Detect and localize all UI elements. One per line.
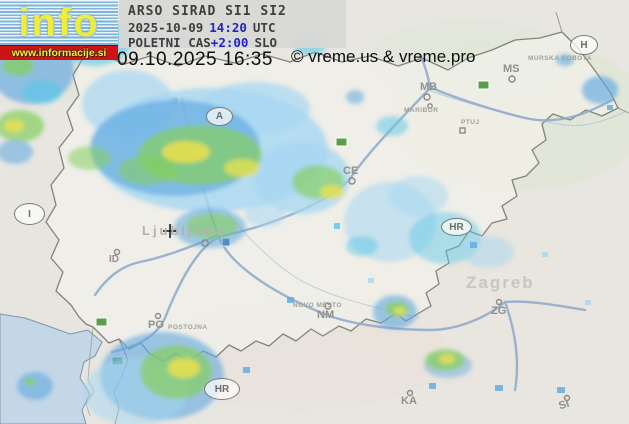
tz-offset: +2:00: [210, 35, 249, 50]
city-label-zg: ZG: [491, 305, 507, 317]
city-label-murska-sobota: MURSKA SOBOTA: [528, 55, 592, 62]
informacije-link-banner[interactable]: www.informacije.si: [0, 45, 118, 60]
country-badge-hungary: H: [570, 35, 598, 55]
informacije-url[interactable]: www.informacije.si: [11, 47, 107, 59]
radar-header-box: ARSO SIRAD SI1 SI2 2025-10-09 14:20 UTC PO…: [119, 0, 346, 49]
utc-time: 14:20: [209, 20, 247, 35]
country-badge-croatia-east: HR: [441, 218, 472, 236]
tz-label: POLETNI CAS: [128, 35, 211, 50]
city-label-novo-mesto: NOVO MESTO: [293, 302, 342, 309]
radar-speckles: [243, 105, 613, 393]
radar-title: ARSO SIRAD SI1 SI2: [128, 4, 287, 19]
country-badge-croatia-south: HR: [204, 378, 240, 400]
info-logo-text: info: [18, 0, 100, 45]
city-label-ce: CE: [343, 165, 359, 177]
city-markers: [113, 75, 571, 402]
city-label-id: ID: [109, 254, 119, 265]
tz-zone: SLO: [254, 35, 278, 50]
city-label-zagreb: Zagreb: [466, 273, 535, 292]
city-label-maribor: MARIBOR: [404, 107, 439, 114]
radar-site-crosshair: [163, 224, 177, 238]
city-label-ms: MS: [503, 63, 520, 75]
utc-label: UTC: [252, 20, 276, 35]
utc-timestamp-line: 2025-10-09 14:20 UTC: [128, 21, 346, 34]
utc-date: 2025-10-09: [128, 20, 204, 35]
city-label-nm: NM: [317, 309, 335, 321]
city-label-ljubljana: Ljubljana: [142, 223, 227, 238]
city-label-mb: MB: [420, 81, 438, 93]
city-label-po: PO: [148, 319, 164, 331]
country-badge-austria: A: [206, 107, 233, 126]
city-label-postojna: POSTOJNA: [168, 324, 208, 331]
info-logo: info: [0, 0, 118, 45]
timezone-line: POLETNI CAS+2:00 SLO: [128, 36, 346, 49]
copyright-watermark: © vreme.us & vreme.pro: [291, 47, 476, 66]
city-label-ptuj: PTUJ: [461, 119, 480, 126]
city-label-ka: KA: [401, 395, 417, 407]
country-badge-italy: I: [14, 203, 45, 225]
local-timestamp: 09.10.2025 16:35: [117, 49, 273, 70]
